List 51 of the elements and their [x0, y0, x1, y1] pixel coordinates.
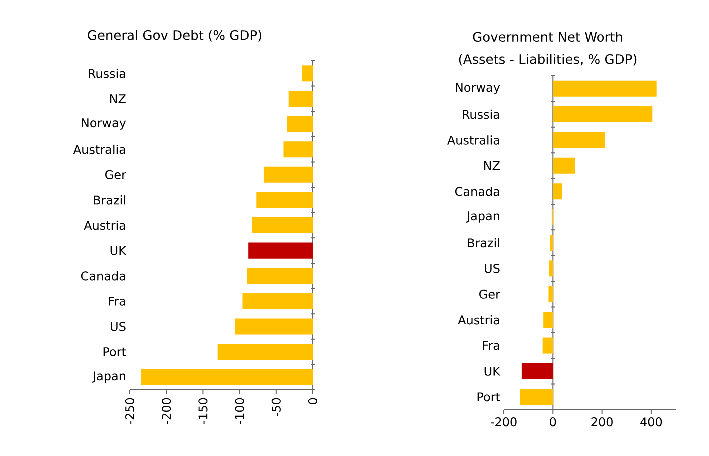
y-tick-label: Brazil	[94, 196, 126, 205]
y-tick-label: Russia	[89, 69, 126, 78]
y-tick-label: Japan	[92, 372, 126, 383]
x-tick-label: 0	[308, 398, 318, 404]
y-tick-label: Japan	[466, 212, 500, 223]
y-tick-label: US	[111, 322, 126, 332]
y-tick-label: Norway	[456, 83, 500, 94]
x-tick-label: -200	[490, 418, 517, 427]
bar	[522, 363, 554, 380]
bar	[550, 235, 554, 251]
y-tick-label: NZ	[110, 94, 126, 104]
bar	[549, 260, 554, 277]
bar	[544, 312, 554, 328]
y-tick-label: Russia	[463, 110, 500, 120]
y-tick-label: Austria	[84, 220, 126, 230]
y-tick-label: UK	[484, 367, 501, 376]
bar	[553, 132, 605, 148]
bar	[553, 80, 657, 97]
x-tick-label: -100	[235, 398, 244, 424]
y-tick-label: Canada	[455, 186, 500, 196]
y-tick-label: Fra	[109, 296, 126, 306]
x-tick-label: 400	[640, 418, 662, 427]
chart-title: General Gov Debt (% GDP)	[88, 30, 262, 42]
y-tick-label: Canada	[81, 271, 126, 281]
bar	[553, 158, 576, 174]
chart-subtitle: (Assets - Liabilities, % GDP)	[459, 54, 637, 66]
bar	[542, 338, 554, 354]
y-tick-label: Port	[104, 348, 126, 357]
y-tick-label: Norway	[82, 118, 126, 130]
y-tick-label: Brazil	[468, 238, 500, 248]
x-tick-label: 200	[592, 418, 613, 427]
y-tick-label: Ger	[106, 170, 126, 180]
y-tick-label: Australia	[73, 144, 126, 154]
y-tick-label: Port	[478, 392, 500, 402]
x-tick-label: -50	[272, 398, 281, 417]
bar	[520, 389, 554, 406]
bar	[548, 286, 554, 302]
y-tick-label: US	[485, 264, 500, 274]
x-tick-label: 0	[550, 418, 556, 427]
x-tick-label: -200	[162, 398, 172, 424]
chart-title: Government Net Worth	[473, 32, 622, 42]
y-tick-label: Australia	[447, 136, 500, 145]
y-tick-label: Austria	[458, 315, 500, 325]
y-tick-label: Ger	[480, 290, 500, 299]
y-tick-label: Fra	[483, 341, 500, 350]
x-tick-label: -250	[125, 398, 135, 424]
bar	[553, 106, 653, 123]
y-tick-label: NZ	[484, 162, 500, 170]
x-tick-label: -150	[198, 398, 208, 424]
bar	[553, 184, 562, 200]
y-tick-label: UK	[110, 246, 127, 256]
